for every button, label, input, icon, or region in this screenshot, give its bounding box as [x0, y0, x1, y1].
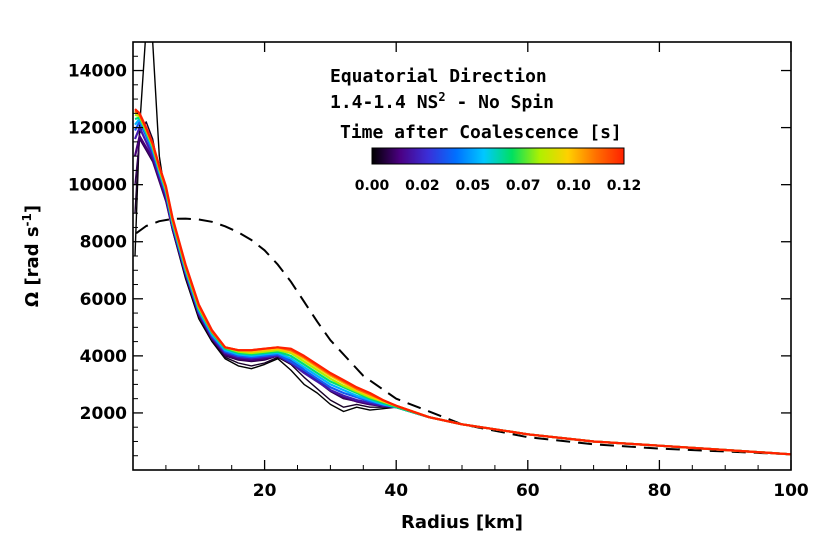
y-tick-label-5: 12000 [68, 119, 127, 139]
series-line-2 [134, 121, 791, 455]
series-line-7 [134, 117, 791, 456]
colorbar-tick-label-4: 0.10 [556, 178, 591, 194]
series-layer [133, 42, 791, 456]
legend: Equatorial Direction 1.4-1.4 NS2 - No Sp… [330, 66, 641, 194]
series-line-9 [134, 113, 791, 456]
y-tick-label-0: 2000 [80, 404, 127, 424]
x-tick-label-3: 80 [648, 481, 672, 501]
y-tick-label-1: 4000 [80, 347, 127, 367]
series-line-8 [134, 116, 791, 456]
colorbar-tick-label-5: 0.12 [607, 178, 642, 194]
y-tick-label-4: 10000 [68, 176, 127, 196]
colorbar-tick-label-1: 0.02 [405, 178, 440, 194]
series-line-0 [135, 217, 791, 456]
y-tick-label-6: 14000 [68, 62, 127, 82]
legend-title: Equatorial Direction [330, 66, 547, 87]
x-tick-label-4: 100 [773, 481, 809, 501]
colorbar-tick-label-2: 0.05 [456, 178, 491, 194]
x-axis-label: Radius [km] [401, 512, 523, 533]
y-axis-label: Ω [rad s-1] [20, 205, 43, 307]
y-tick-label-3: 8000 [80, 233, 127, 253]
colorbar-tick-label-0: 0.00 [355, 178, 390, 194]
colorbar-tick-label-3: 0.07 [506, 178, 541, 194]
series-line-6 [134, 120, 791, 456]
tick-layer: 20 40 60 80 100 2000 4000 6000 8000 10000 12000 140… [68, 42, 809, 501]
colorbar-ticks: 0.00 0.02 0.05 0.07 0.10 0.12 [355, 178, 642, 194]
y-tick-label-2: 6000 [80, 290, 127, 310]
legend-subtitle: 1.4-1.4 NS2 - No Spin [330, 90, 554, 113]
series-line-5 [133, 126, 791, 456]
series-line-12 [134, 108, 791, 456]
x-tick-label-0: 20 [253, 481, 277, 501]
x-tick-label-1: 40 [384, 481, 408, 501]
colorbar-title: Time after Coalescence [s] [340, 122, 622, 143]
x-tick-label-2: 60 [516, 481, 540, 501]
colorbar [371, 147, 625, 165]
